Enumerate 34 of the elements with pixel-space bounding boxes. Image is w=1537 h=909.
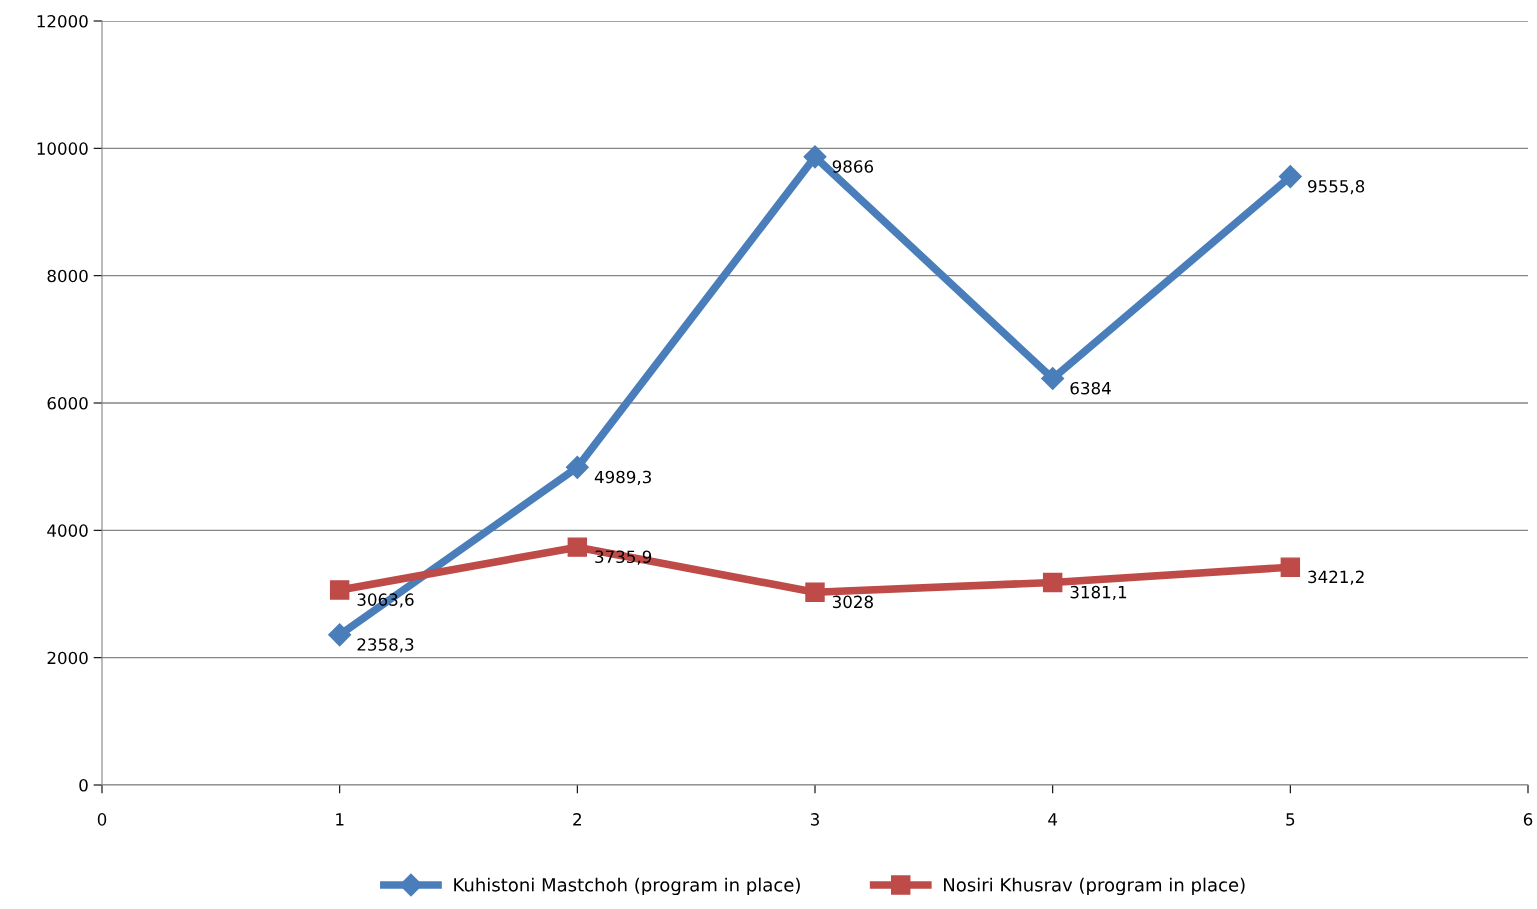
y-tick-label: 8000 [47,269,88,283]
x-tick-label: 4 [1048,813,1058,826]
y-tick-label: 2000 [47,651,88,665]
data-label: 9866 [832,160,874,173]
point [565,455,589,479]
point [1041,367,1065,391]
y-tick-label: 0 [79,778,88,792]
y-tick-label: 12000 [37,14,88,28]
data-label: 6384 [1070,381,1111,395]
x-tick-label: 3 [810,813,819,826]
point [1042,572,1063,593]
x-tick-label: 2 [573,813,581,826]
legend-label: Kuhistoni Mastchoh (program in place) [454,877,800,896]
point [1278,165,1302,189]
x-tick-label: 1 [336,813,344,826]
data-label: 3181,1 [1070,585,1127,601]
x-tick-label: 5 [1286,813,1295,826]
point [329,580,350,600]
point [805,582,825,602]
x-tick-label: 0 [97,813,107,826]
y-tick-label: 4000 [47,524,88,537]
point [803,145,827,169]
data-label: 9555,8 [1308,179,1365,195]
data-label: 3028 [832,595,873,609]
legend-label: Nosiri Khusrav (program in place) [944,877,1245,896]
y-tick-label: 10000 [37,142,88,155]
x-tick-label: 6 [1523,813,1533,826]
data-label: 4989,3 [594,470,651,485]
point [328,623,352,647]
data-label: 3421,2 [1308,570,1364,585]
point [1280,557,1301,577]
y-tick-label: 6000 [47,396,88,410]
point [567,537,588,557]
data-label: 2358,3 [357,638,414,653]
